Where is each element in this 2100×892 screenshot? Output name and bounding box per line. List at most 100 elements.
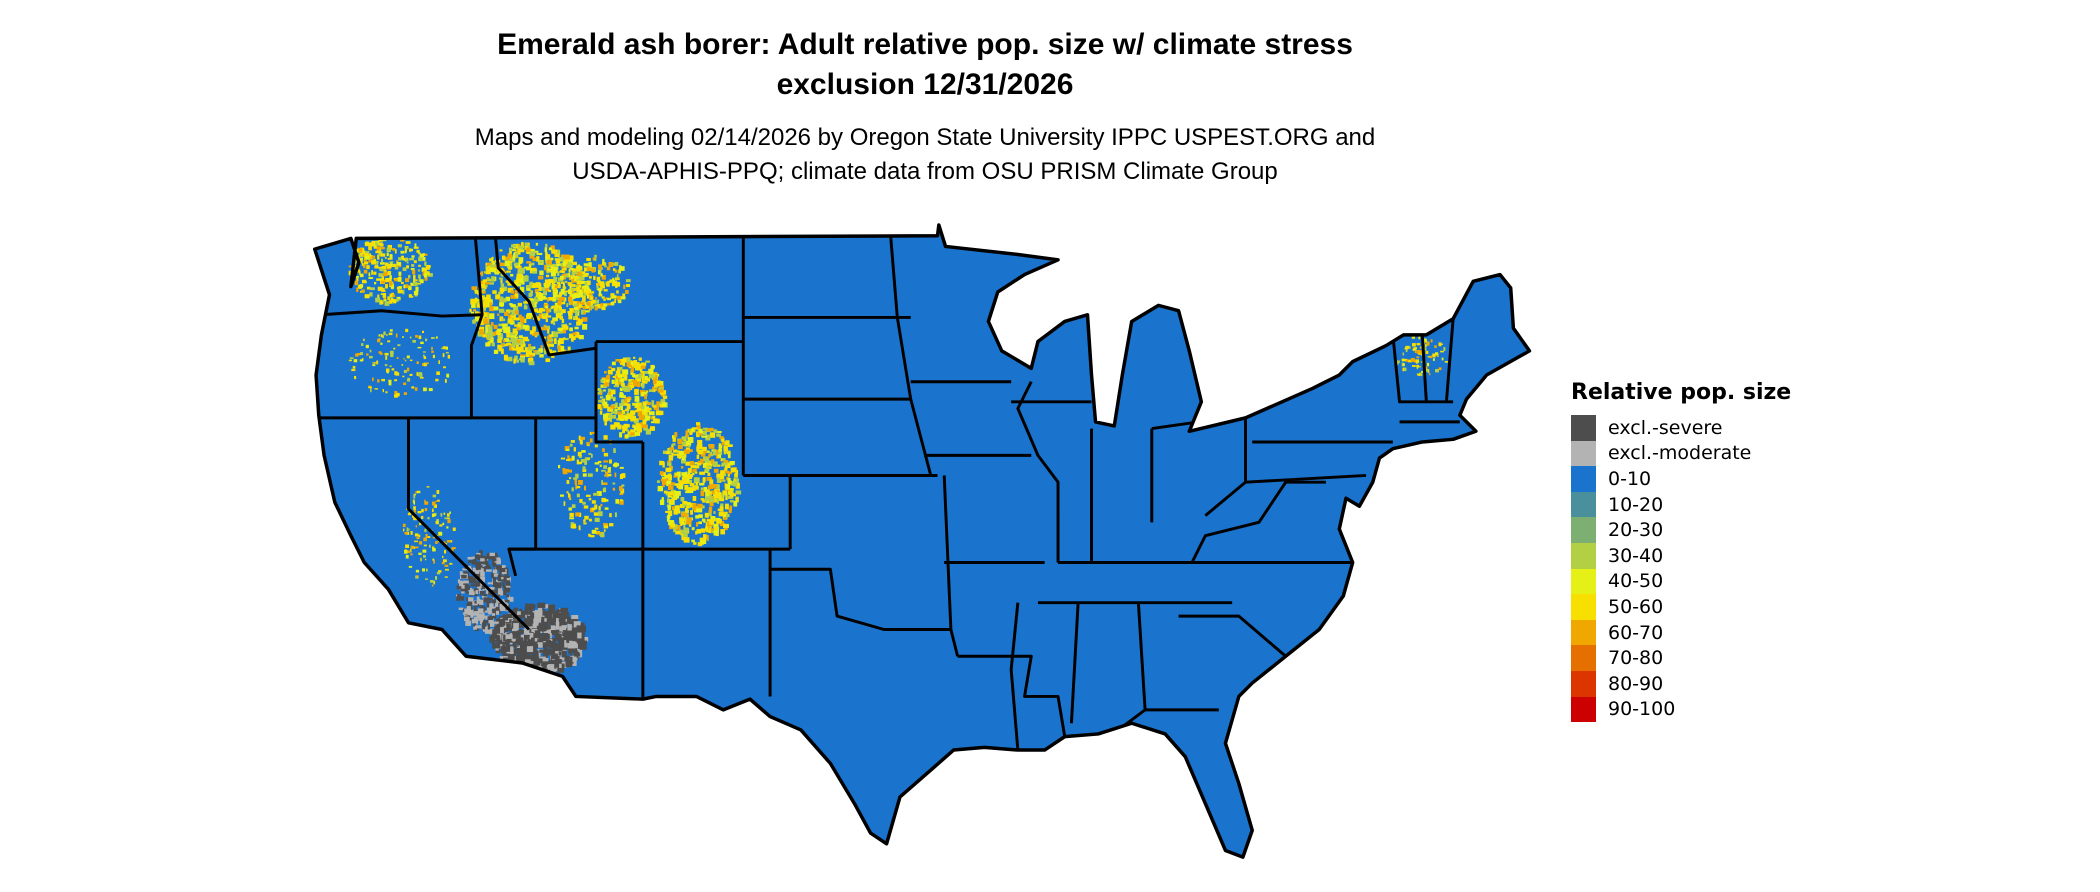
raster-cell [356, 249, 358, 253]
raster-cell [375, 250, 381, 254]
raster-cell [489, 306, 495, 312]
raster-cell [594, 304, 597, 307]
raster-cell [537, 316, 541, 321]
raster-cell [538, 658, 546, 664]
raster-cell [1440, 343, 1443, 345]
raster-cell [482, 624, 486, 630]
raster-cell [586, 442, 590, 446]
raster-cell [405, 554, 409, 559]
raster-cell [639, 409, 645, 413]
raster-cell [581, 280, 588, 285]
legend-swatch [1571, 542, 1596, 569]
raster-cell [611, 281, 617, 287]
raster-cell [530, 631, 534, 640]
raster-cell [652, 405, 657, 408]
raster-cell [559, 315, 563, 320]
raster-cell [546, 312, 549, 317]
raster-cell [426, 568, 428, 572]
raster-cell [590, 306, 595, 309]
raster-cell [696, 444, 703, 450]
raster-cell [408, 528, 410, 531]
raster-cell [544, 641, 552, 648]
raster-cell [576, 265, 579, 271]
raster-cell [681, 456, 686, 461]
raster-cell [468, 560, 473, 563]
raster-cell [691, 527, 695, 531]
raster-cell [628, 384, 635, 388]
raster-cell [564, 620, 572, 624]
raster-cell [477, 618, 480, 621]
raster-cell [641, 380, 648, 384]
raster-cell [673, 508, 678, 515]
raster-cell [378, 351, 382, 354]
raster-cell [400, 250, 405, 254]
raster-cell [557, 345, 562, 352]
raster-cell [554, 302, 559, 307]
raster-cell [683, 531, 688, 538]
raster-cell [490, 322, 494, 327]
raster-cell [568, 322, 572, 325]
legend-item: 20-30 [1571, 517, 1791, 543]
raster-cell [528, 292, 532, 298]
raster-cell [514, 324, 519, 327]
raster-cell [488, 587, 495, 590]
raster-cell [493, 621, 499, 624]
raster-cell [1427, 356, 1430, 358]
raster-cell [597, 269, 601, 275]
raster-cell [356, 276, 359, 282]
raster-cell [374, 265, 379, 269]
raster-cell [687, 478, 690, 482]
raster-cell [506, 638, 512, 643]
raster-cell [589, 438, 593, 443]
raster-cell [483, 615, 490, 619]
raster-cell [413, 282, 418, 286]
raster-cell [509, 332, 516, 338]
raster-cell [486, 263, 493, 266]
raster-cell [706, 428, 713, 432]
raster-cell [562, 282, 566, 287]
raster-cell [620, 499, 623, 502]
raster-cell [502, 598, 505, 602]
raster-cell [405, 278, 410, 283]
raster-cell [677, 475, 680, 482]
raster-cell [670, 501, 674, 504]
raster-cell [720, 503, 724, 509]
raster-cell [473, 623, 477, 629]
raster-cell [524, 627, 531, 635]
raster-cell [591, 500, 596, 504]
raster-cell [505, 599, 510, 603]
raster-cell [489, 635, 493, 643]
raster-cell [492, 614, 497, 619]
raster-cell [426, 486, 430, 488]
raster-cell [513, 623, 519, 631]
raster-cell [397, 244, 402, 248]
raster-cell [659, 471, 664, 476]
raster-cell [625, 289, 629, 294]
raster-cell [552, 292, 558, 298]
raster-cell [557, 283, 561, 288]
raster-cell [578, 334, 584, 340]
raster-cell [560, 296, 565, 301]
raster-cell [678, 454, 681, 460]
raster-cell [600, 303, 604, 308]
raster-cell [1412, 348, 1417, 351]
raster-cell [493, 331, 497, 336]
raster-cell [602, 401, 608, 406]
raster-cell [403, 369, 407, 374]
raster-cell [389, 263, 393, 266]
raster-cell [426, 362, 429, 364]
raster-cell [485, 564, 490, 569]
raster-cell [377, 294, 380, 299]
raster-cell [468, 591, 475, 596]
raster-cell [595, 468, 599, 472]
raster-cell [358, 250, 362, 253]
raster-cell [493, 306, 499, 311]
raster-cell [698, 514, 703, 518]
raster-cell [627, 413, 634, 418]
raster-cell [431, 350, 434, 353]
raster-cell [686, 513, 689, 518]
raster-cell [422, 568, 426, 572]
raster-cell [539, 629, 543, 634]
raster-cell [487, 582, 493, 585]
raster-cell [555, 294, 562, 301]
